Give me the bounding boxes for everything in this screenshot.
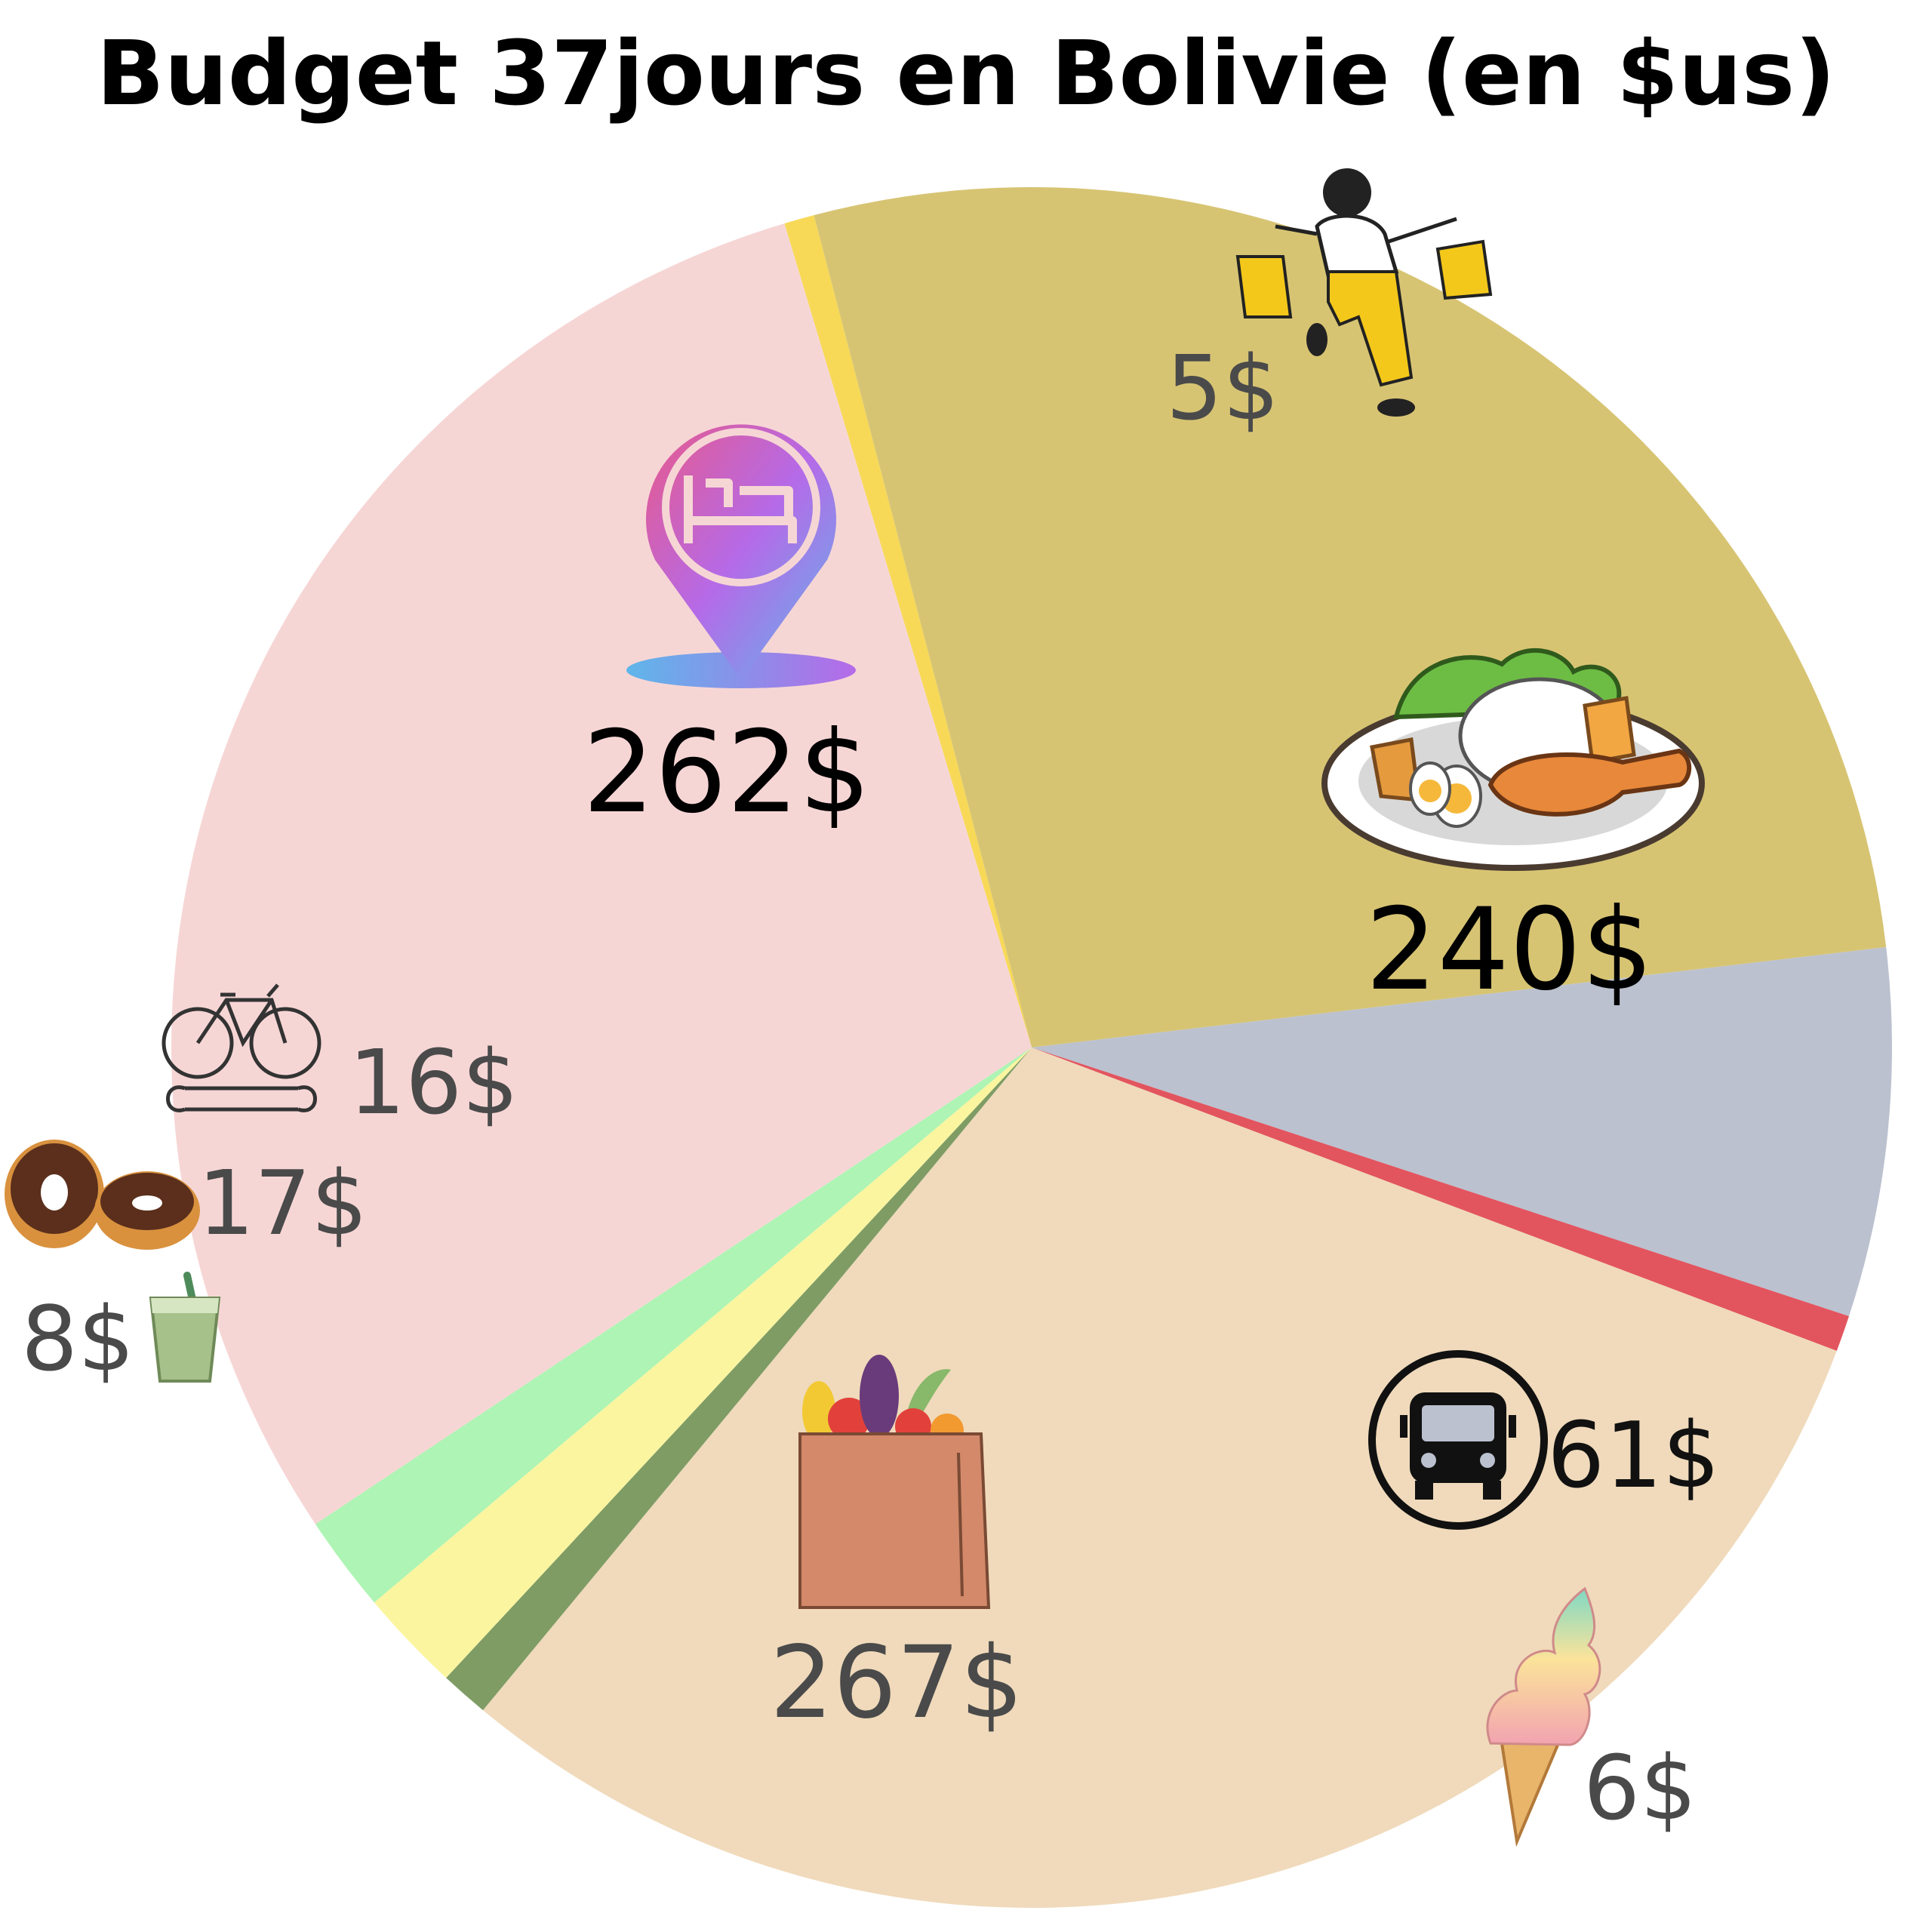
grocery-bag-icon xyxy=(798,1355,991,1609)
pie-slice-16 xyxy=(315,1048,1032,1603)
pie-slice-17 xyxy=(374,1048,1032,1678)
donuts-icon xyxy=(5,1140,200,1250)
pie-slice-61 xyxy=(1032,946,1892,1316)
label-6: 6$ xyxy=(1583,1736,1697,1840)
pie-slice-5 xyxy=(784,215,1032,1048)
shopping-woman-icon xyxy=(1235,168,1493,417)
ice-cream-icon xyxy=(1486,1586,1601,1847)
pie-slice-267 xyxy=(482,1048,1837,1908)
bus-icon xyxy=(1368,1350,1548,1530)
drink-cup-icon xyxy=(149,1272,221,1383)
pie-slice-6 xyxy=(1032,1048,1849,1351)
pie-slice-8 xyxy=(446,1048,1032,1711)
label-8: 8$ xyxy=(21,1287,134,1391)
hotel-pin-icon xyxy=(626,424,856,688)
label-262: 262$ xyxy=(583,707,871,838)
label-240: 240$ xyxy=(1365,884,1654,1016)
label-267: 267$ xyxy=(770,1625,1023,1741)
label-16: 16$ xyxy=(349,1030,518,1134)
food-plate-icon xyxy=(1321,648,1705,871)
label-17: 17$ xyxy=(198,1151,368,1255)
bike-repair-icon xyxy=(162,983,321,1112)
label-5: 5$ xyxy=(1166,336,1279,440)
label-61: 61$ xyxy=(1547,1404,1720,1509)
chart-title: Budget 37jours en Bolivie (en $us) xyxy=(97,21,1835,125)
